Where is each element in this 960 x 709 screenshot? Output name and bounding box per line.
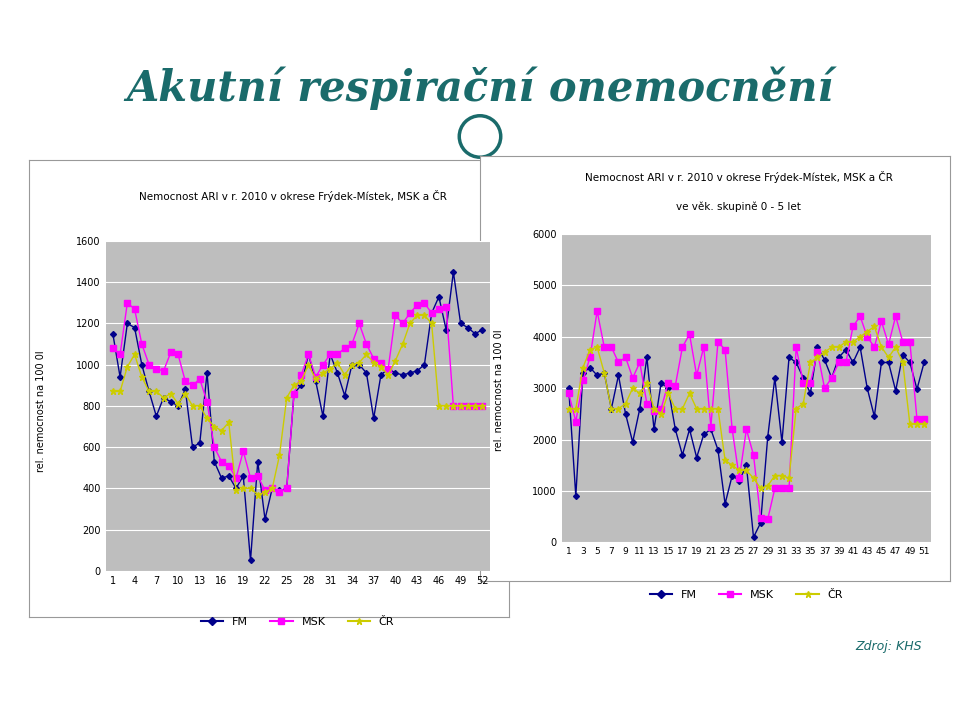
- Circle shape: [459, 116, 501, 157]
- Text: Zdroj: KHS: Zdroj: KHS: [855, 640, 922, 653]
- Legend: FM, MSK, ČR: FM, MSK, ČR: [197, 613, 398, 631]
- Text: rel. nemocnost na 100 0l: rel. nemocnost na 100 0l: [36, 350, 46, 472]
- Text: rel. nemocnost na 100 0l: rel. nemocnost na 100 0l: [493, 329, 504, 451]
- Text: Nemocnost ARI v r. 2010 v okrese Frýdek-Místek, MSK a ČR: Nemocnost ARI v r. 2010 v okrese Frýdek-…: [585, 172, 893, 183]
- Text: Krajská hygienická stanice Moravskoslezského kraje se sídlem v Ostravě | www.khs: Krajská hygienická stanice Moravskoslezs…: [177, 679, 707, 691]
- Text: ve věk. skupině 0 - 5 let: ve věk. skupině 0 - 5 let: [676, 202, 802, 212]
- Text: Akutní respirační onemocnění: Akutní respirační onemocnění: [127, 66, 833, 110]
- Text: 20: 20: [914, 679, 931, 691]
- Legend: FM, MSK, ČR: FM, MSK, ČR: [645, 586, 848, 605]
- Text: Nemocnost ARI v r. 2010 v okrese Frýdek-Místek, MSK a ČR: Nemocnost ARI v r. 2010 v okrese Frýdek-…: [139, 190, 446, 202]
